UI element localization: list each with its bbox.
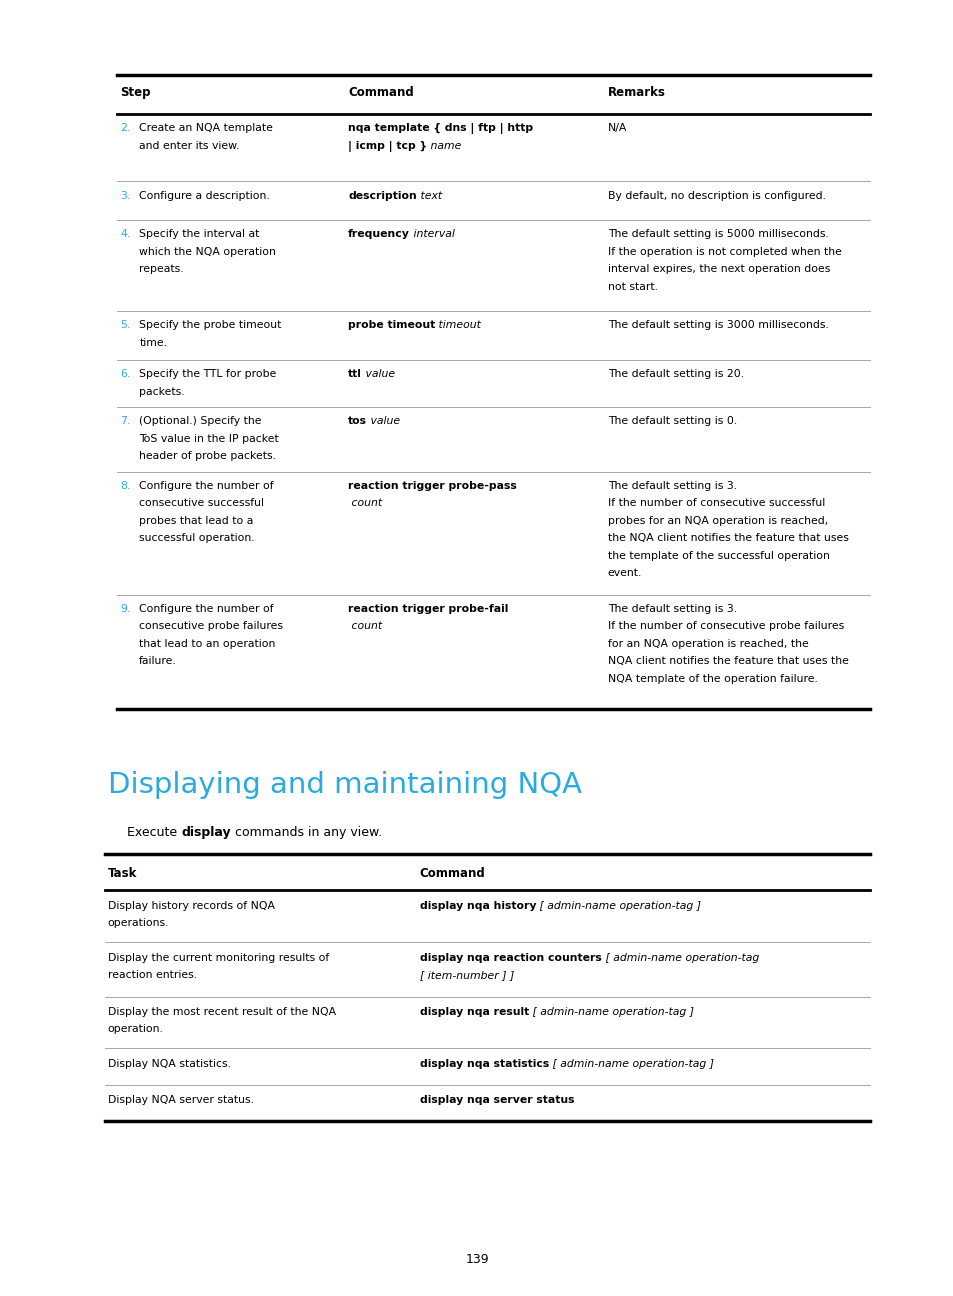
Text: 3.: 3. — [120, 191, 131, 201]
Text: Configure a description.: Configure a description. — [139, 191, 270, 201]
Text: N/A: N/A — [607, 123, 626, 133]
Text: Specify the interval at: Specify the interval at — [139, 229, 259, 240]
Text: value: value — [367, 416, 400, 426]
Text: display: display — [181, 826, 231, 839]
Text: packets.: packets. — [139, 388, 185, 397]
Text: header of probe packets.: header of probe packets. — [139, 451, 276, 461]
Text: By default, no description is configured.: By default, no description is configured… — [607, 191, 825, 201]
Text: [ admin-name operation-tag ]: [ admin-name operation-tag ] — [548, 1059, 713, 1069]
Text: ToS value in the IP packet: ToS value in the IP packet — [139, 434, 278, 443]
Text: Create an NQA template: Create an NQA template — [139, 123, 273, 133]
Text: [ admin-name operation-tag ]: [ admin-name operation-tag ] — [536, 901, 700, 911]
Text: event.: event. — [607, 569, 641, 578]
Text: Step: Step — [120, 86, 151, 98]
Text: 9.: 9. — [120, 604, 131, 614]
Text: value: value — [362, 369, 395, 380]
Text: operation.: operation. — [108, 1025, 164, 1034]
Text: Displaying and maintaining NQA: Displaying and maintaining NQA — [108, 771, 581, 800]
Text: consecutive probe failures: consecutive probe failures — [139, 622, 283, 631]
Text: interval: interval — [410, 229, 455, 240]
Text: text: text — [416, 191, 441, 201]
Text: Remarks: Remarks — [607, 86, 665, 98]
Text: (Optional.) Specify the: (Optional.) Specify the — [139, 416, 261, 426]
Text: tos: tos — [348, 416, 367, 426]
Text: timeout: timeout — [435, 320, 481, 330]
Text: probes that lead to a: probes that lead to a — [139, 516, 253, 526]
Text: Display the current monitoring results of: Display the current monitoring results o… — [108, 953, 329, 963]
Text: Display the most recent result of the NQA: Display the most recent result of the NQ… — [108, 1007, 335, 1017]
Text: The default setting is 20.: The default setting is 20. — [607, 369, 743, 380]
Text: The default setting is 3.: The default setting is 3. — [607, 604, 736, 614]
Text: for an NQA operation is reached, the: for an NQA operation is reached, the — [607, 639, 807, 649]
Text: probe timeout: probe timeout — [348, 320, 435, 330]
Text: NQA template of the operation failure.: NQA template of the operation failure. — [607, 674, 817, 684]
Text: 2.: 2. — [120, 123, 131, 133]
Text: [ admin-name operation-tag: [ admin-name operation-tag — [601, 953, 758, 963]
Text: not start.: not start. — [607, 283, 657, 292]
Text: Task: Task — [108, 867, 137, 880]
Text: Specify the probe timeout: Specify the probe timeout — [139, 320, 281, 330]
Text: display nqa server status: display nqa server status — [419, 1095, 574, 1105]
Text: the template of the successful operation: the template of the successful operation — [607, 551, 829, 561]
Text: which the NQA operation: which the NQA operation — [139, 248, 275, 257]
Text: reaction entries.: reaction entries. — [108, 971, 196, 980]
Text: commands in any view.: commands in any view. — [231, 826, 381, 839]
Text: reaction trigger probe-pass: reaction trigger probe-pass — [348, 481, 517, 491]
Text: Display NQA statistics.: Display NQA statistics. — [108, 1059, 231, 1069]
Text: description: description — [348, 191, 416, 201]
Text: [ admin-name operation-tag ]: [ admin-name operation-tag ] — [529, 1007, 693, 1017]
Text: count: count — [348, 622, 382, 631]
Text: 5.: 5. — [120, 320, 131, 330]
Text: reaction trigger probe-fail: reaction trigger probe-fail — [348, 604, 508, 614]
Text: [ item-number ] ]: [ item-number ] ] — [419, 971, 514, 980]
Text: Display history records of NQA: Display history records of NQA — [108, 901, 274, 911]
Text: frequency: frequency — [348, 229, 410, 240]
Text: Command: Command — [419, 867, 485, 880]
Text: 6.: 6. — [120, 369, 131, 380]
Text: Display NQA server status.: Display NQA server status. — [108, 1095, 253, 1105]
Text: time.: time. — [139, 338, 167, 347]
Text: display nqa statistics: display nqa statistics — [419, 1059, 548, 1069]
Text: 7.: 7. — [120, 416, 131, 426]
Text: 8.: 8. — [120, 481, 131, 491]
Text: failure.: failure. — [139, 657, 177, 666]
Text: probes for an NQA operation is reached,: probes for an NQA operation is reached, — [607, 516, 827, 526]
Text: name: name — [427, 141, 461, 150]
Text: the NQA client notifies the feature that uses: the NQA client notifies the feature that… — [607, 534, 847, 543]
Text: | icmp | tcp }: | icmp | tcp } — [348, 141, 427, 152]
Text: Configure the number of: Configure the number of — [139, 481, 274, 491]
Text: The default setting is 0.: The default setting is 0. — [607, 416, 736, 426]
Text: interval expires, the next operation does: interval expires, the next operation doe… — [607, 264, 829, 275]
Text: Execute: Execute — [127, 826, 181, 839]
Text: repeats.: repeats. — [139, 264, 184, 275]
Text: NQA client notifies the feature that uses the: NQA client notifies the feature that use… — [607, 657, 847, 666]
Text: The default setting is 3.: The default setting is 3. — [607, 481, 736, 491]
Text: count: count — [348, 499, 382, 508]
Text: and enter its view.: and enter its view. — [139, 141, 239, 150]
Text: display nqa result: display nqa result — [419, 1007, 529, 1017]
Text: that lead to an operation: that lead to an operation — [139, 639, 275, 649]
Text: successful operation.: successful operation. — [139, 534, 254, 543]
Text: 4.: 4. — [120, 229, 131, 240]
Text: If the operation is not completed when the: If the operation is not completed when t… — [607, 248, 841, 257]
Text: Command: Command — [348, 86, 414, 98]
Text: If the number of consecutive probe failures: If the number of consecutive probe failu… — [607, 622, 843, 631]
Text: nqa template { dns | ftp | http: nqa template { dns | ftp | http — [348, 123, 533, 133]
Text: Configure the number of: Configure the number of — [139, 604, 274, 614]
Text: The default setting is 3000 milliseconds.: The default setting is 3000 milliseconds… — [607, 320, 828, 330]
Text: Specify the TTL for probe: Specify the TTL for probe — [139, 369, 276, 380]
Text: If the number of consecutive successful: If the number of consecutive successful — [607, 499, 824, 508]
Text: The default setting is 5000 milliseconds.: The default setting is 5000 milliseconds… — [607, 229, 828, 240]
Text: operations.: operations. — [108, 919, 169, 928]
Text: ttl: ttl — [348, 369, 362, 380]
Text: display nqa history: display nqa history — [419, 901, 536, 911]
Text: 139: 139 — [465, 1253, 488, 1266]
Text: display nqa reaction counters: display nqa reaction counters — [419, 953, 601, 963]
Text: consecutive successful: consecutive successful — [139, 499, 264, 508]
